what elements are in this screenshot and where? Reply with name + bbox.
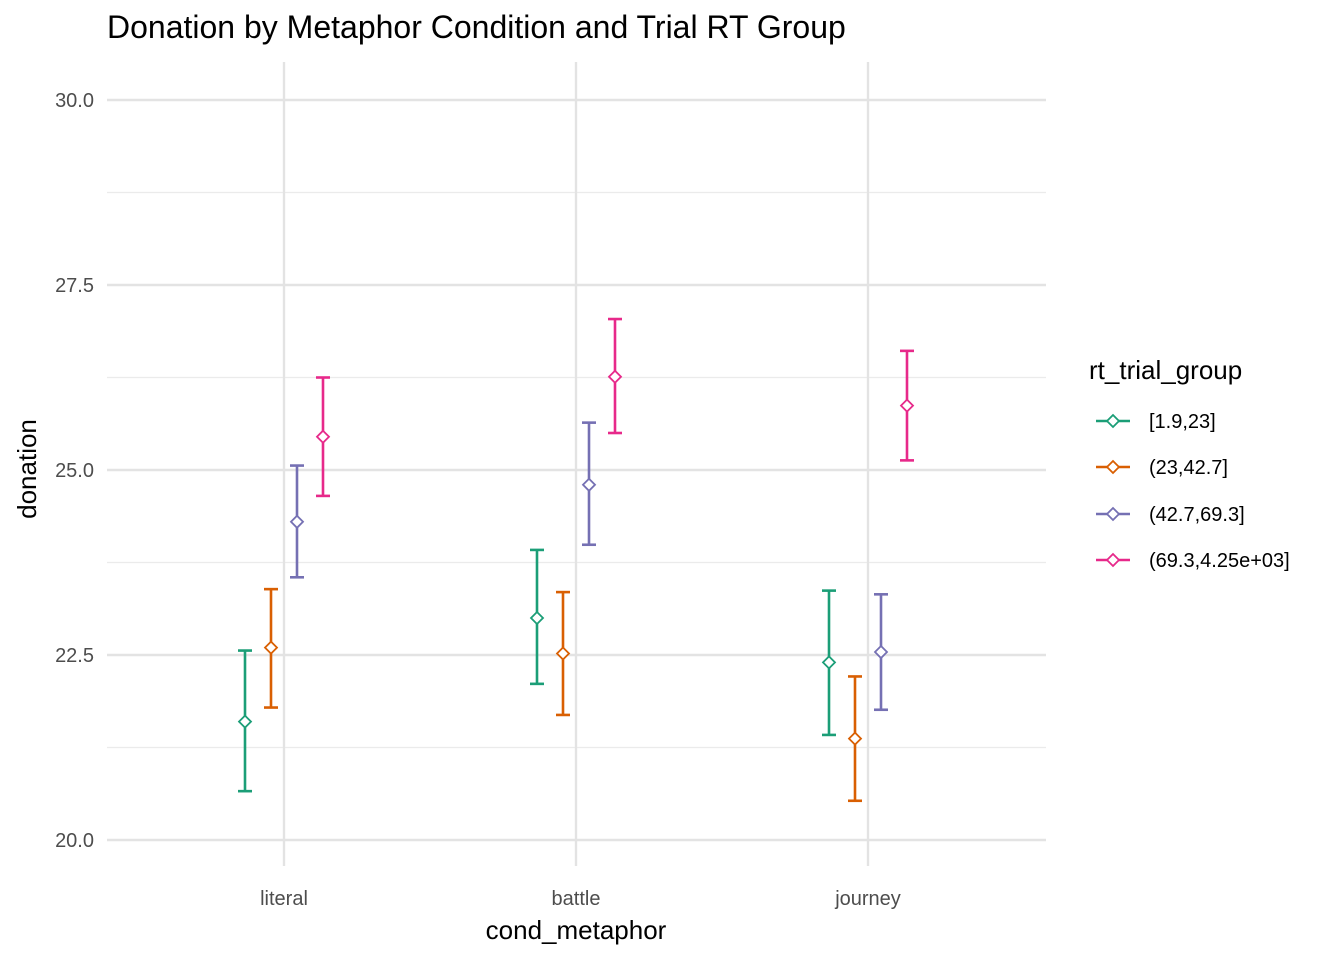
data-point	[847, 731, 863, 746]
x-axis-title: cond_metaphor	[486, 915, 667, 945]
x-tick-label: journey	[834, 888, 901, 910]
x-tick-label: battle	[552, 888, 601, 910]
legend-key-diamond	[1105, 459, 1121, 475]
legend-label: (69.3,4.25e+03]	[1149, 550, 1290, 572]
y-tick-label: 25.0	[55, 460, 94, 482]
legend-item: (69.3,4.25e+03]	[1096, 550, 1290, 572]
legend: rt_trial_group [1.9,23] (23,42.7] (42.7,69…	[1089, 355, 1290, 572]
x-tick-label: literal	[260, 888, 308, 910]
data-point	[873, 644, 889, 660]
legend-title: rt_trial_group	[1089, 355, 1242, 385]
y-tick-label: 20.0	[55, 830, 94, 852]
data-point	[581, 477, 597, 493]
legend-item: [1.9,23]	[1096, 411, 1216, 433]
data-point	[263, 640, 279, 655]
data-point	[821, 655, 837, 670]
legend-label: (42.7,69.3]	[1149, 504, 1245, 526]
legend-label: (23,42.7]	[1149, 457, 1228, 479]
legend-key-diamond	[1105, 506, 1121, 522]
y-tick-label: 27.5	[55, 275, 94, 297]
data-point	[315, 429, 331, 444]
data-point	[289, 514, 305, 530]
y-tick-label: 22.5	[55, 645, 94, 667]
legend-item: (23,42.7]	[1096, 457, 1228, 479]
data-marks	[237, 317, 915, 803]
data-point	[607, 369, 623, 385]
data-point	[899, 398, 915, 413]
data-point	[237, 714, 253, 729]
y-axis-ticks: 20.0 22.5 25.0 27.5 30.0	[55, 90, 94, 852]
chart-title: Donation by Metaphor Condition and Trial…	[107, 9, 846, 45]
data-point	[555, 646, 571, 661]
legend-label: [1.9,23]	[1149, 411, 1216, 433]
y-tick-label: 30.0	[55, 90, 94, 112]
y-axis-title: donation	[12, 419, 42, 519]
legend-key-diamond	[1105, 413, 1121, 429]
legend-item: (42.7,69.3]	[1096, 504, 1245, 526]
x-axis-ticks: literal battle journey	[260, 888, 901, 910]
legend-key-diamond	[1105, 552, 1121, 568]
data-point	[529, 610, 545, 626]
grid-major-lines	[107, 62, 1046, 866]
